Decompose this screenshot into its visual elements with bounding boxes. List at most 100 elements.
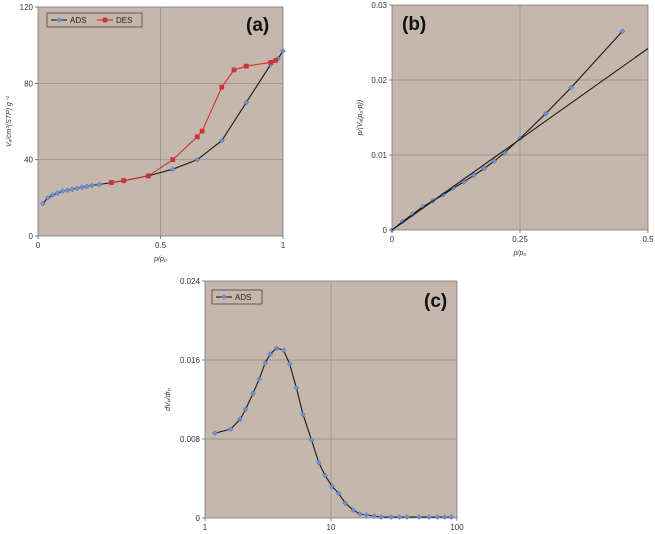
x-tick-label: 0: [390, 235, 395, 244]
data-point-des: [219, 84, 225, 90]
data-point-ads: [212, 430, 218, 436]
x-tick-label: 0.25: [512, 235, 528, 244]
legend-label: ADS: [235, 293, 251, 302]
data-point-ads: [308, 437, 315, 443]
legend-c: ADS: [211, 289, 263, 305]
y-axis-label: p/(Vₐ(p₀-p)): [357, 100, 364, 136]
x-axis-label: p/p₀: [513, 250, 527, 257]
legend-label: ADS: [70, 16, 86, 25]
legend-box: [46, 12, 143, 28]
data-point-des: [109, 180, 114, 185]
data-point-ads: [315, 459, 322, 466]
data-point-ads: [350, 507, 357, 513]
data-point-ads: [79, 184, 85, 191]
x-tick-label: 100: [450, 523, 464, 532]
data-point-ads: [40, 200, 46, 207]
data-point-ads: [335, 490, 342, 497]
data-point-ads: [169, 166, 176, 173]
legend-a: ADS DES: [46, 12, 143, 28]
data-point-ads: [218, 137, 225, 144]
data-point-des: [145, 173, 151, 179]
data-point-ads: [363, 512, 370, 518]
y-axis-label: dVₚ/drₚ: [165, 388, 172, 411]
data-point-ads: [448, 514, 455, 520]
data-point-ads: [388, 514, 394, 520]
y-tick-label: 0.024: [180, 277, 201, 286]
data-point-ads: [64, 187, 71, 194]
x-tick-label: 1: [281, 241, 286, 250]
data-point-ads: [74, 185, 81, 192]
data-point-des: [231, 67, 237, 73]
data-point-ads: [329, 483, 335, 490]
data-point-data: [542, 110, 549, 117]
data-point-des: [199, 128, 205, 134]
y-tick-label: 0.016: [180, 356, 201, 365]
data-point-ads: [293, 384, 300, 391]
y-tick-label: 0.01: [371, 151, 387, 160]
x-axis-label: p/p₀: [153, 256, 167, 263]
data-point-ads: [54, 190, 61, 196]
y-tick-label: 120: [20, 3, 34, 12]
data-point-data: [419, 203, 426, 210]
panel-label-a: (a): [246, 15, 269, 36]
data-point-ads: [237, 416, 244, 423]
data-point-ads: [69, 186, 76, 193]
data-point-data: [409, 211, 416, 218]
series-line-linear-fit: [391, 48, 649, 231]
chart-panel-c: 1 10 100 0 0.008 0.016 0.024 dVₚ/drₚ ADS (c): [165, 277, 464, 532]
data-point-ads: [322, 472, 329, 479]
data-point-data: [619, 28, 626, 35]
y-tick-label: 0: [29, 232, 34, 241]
data-point-ads: [280, 48, 286, 54]
series-line-ads: [42, 50, 284, 204]
series-line-data: [391, 30, 623, 231]
x-tick-label: 1: [203, 523, 208, 532]
data-point-ads: [371, 513, 378, 519]
panel-label-c: (c): [424, 291, 447, 312]
data-point-ads: [256, 375, 263, 382]
data-point-des: [121, 178, 127, 184]
y-tick-label: 0: [383, 226, 388, 235]
data-point-ads: [59, 188, 66, 195]
panel-label-b: (b): [402, 14, 426, 35]
chart-panel-a: 0 0.5 1 0 40 80 120 p/p₀ Vₐ/cm³(STP) g⁻¹ ADS DES (a…: [6, 3, 286, 263]
data-point-des: [273, 58, 279, 63]
data-point-ads: [84, 183, 90, 190]
data-point-data: [491, 158, 498, 164]
y-tick-label: 0: [196, 514, 201, 523]
x-tick-label: 0: [36, 241, 41, 250]
data-point-ads: [96, 181, 103, 188]
legend-marker: [221, 294, 227, 300]
chart-panel-b: 0 0.25 0.5 0 0.01 0.02 0.03 p/p₀ p/(Vₐ(p₀-p)) (b): [357, 1, 654, 257]
x-tick-label: 0.5: [155, 241, 167, 250]
data-point-ads: [89, 182, 95, 189]
data-point-ads: [262, 360, 268, 366]
data-point-ads: [378, 514, 385, 520]
data-point-ads: [250, 390, 256, 397]
data-point-ads: [243, 99, 250, 106]
data-point-ads: [403, 514, 410, 520]
data-point-ads: [342, 500, 349, 507]
data-point-des: [243, 63, 249, 69]
data-point-des: [170, 157, 176, 163]
data-point-ads: [273, 345, 280, 352]
data-point-ads: [267, 351, 274, 357]
legend-label: DES: [116, 16, 132, 25]
data-point-des: [268, 59, 274, 65]
y-tick-label: 0.03: [371, 1, 387, 10]
y-axis-label: Vₐ/cm³(STP) g⁻¹: [6, 95, 13, 147]
data-point-data: [481, 165, 488, 172]
y-tick-label: 40: [24, 156, 33, 165]
data-point-ads: [44, 194, 51, 201]
data-point-ads: [194, 156, 201, 163]
data-point-ads: [416, 514, 422, 520]
legend-marker: [56, 17, 62, 23]
y-tick-label: 80: [24, 79, 33, 88]
x-tick-label: 0.5: [642, 235, 654, 244]
data-point-des: [194, 134, 200, 140]
data-point-ads: [434, 514, 441, 520]
y-tick-label: 0.02: [371, 76, 387, 85]
data-point-ads: [49, 192, 56, 198]
data-point-ads: [441, 514, 448, 520]
